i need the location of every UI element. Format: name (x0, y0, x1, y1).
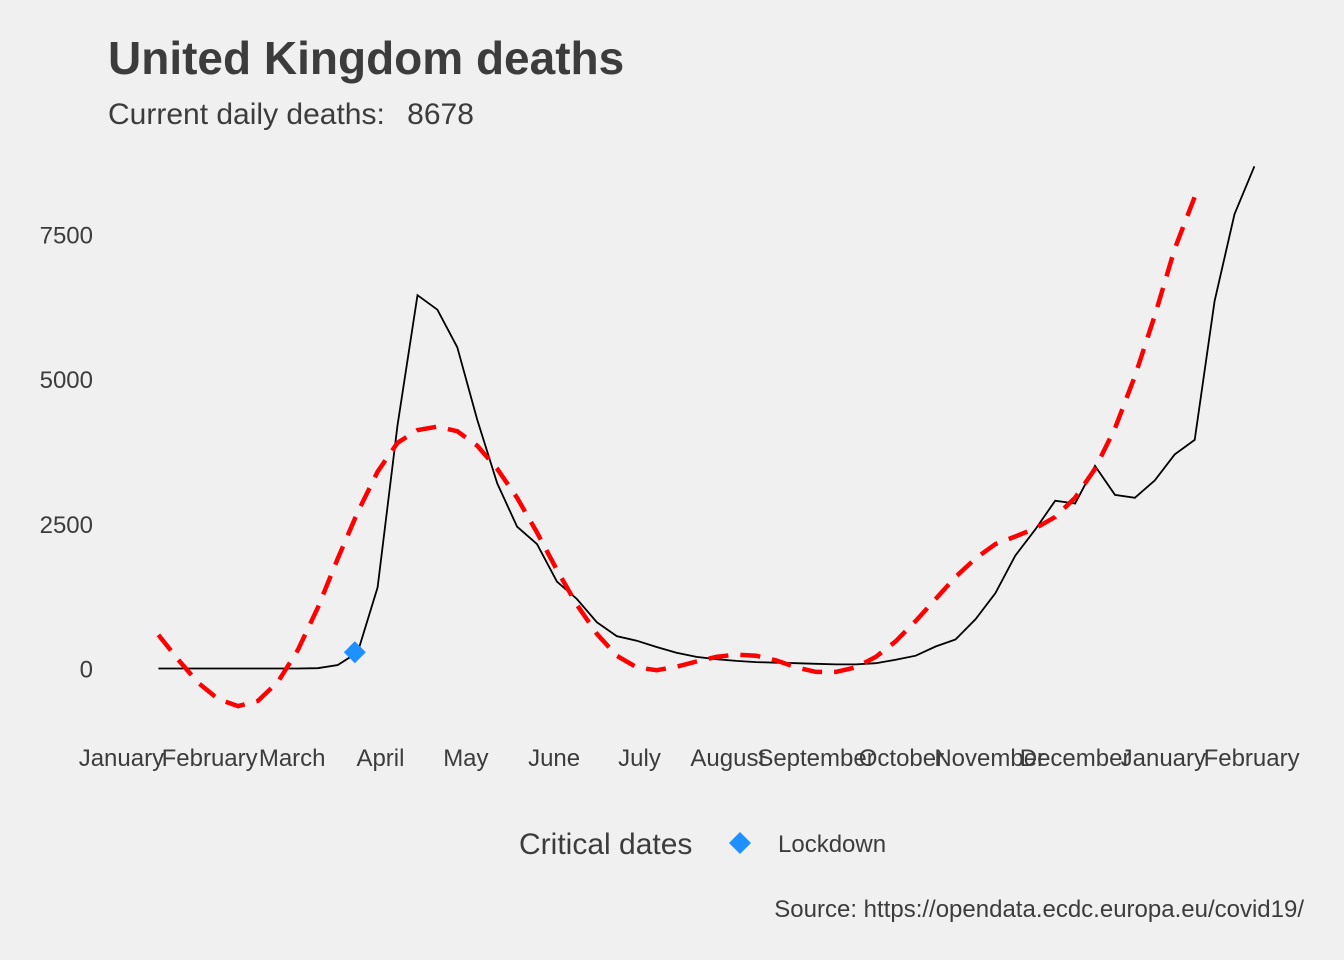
legend-title: Critical dates (519, 828, 692, 861)
x-tick-label: December (1020, 745, 1131, 772)
chart-caption: Source: https://opendata.ecdc.europa.eu/… (774, 896, 1304, 923)
x-tick-label: November (934, 745, 1045, 772)
legend-item-label: Lockdown (778, 831, 886, 858)
x-tick-label: May (443, 745, 488, 772)
x-tick-label: February (1204, 745, 1300, 772)
x-tick-label: March (259, 745, 326, 772)
legend-diamond-icon (729, 832, 751, 854)
x-tick-label: June (528, 745, 580, 772)
subtitle-value: 8678 (407, 98, 474, 131)
trend-line-dashed (156, 196, 1197, 709)
y-axis-tick-labels: 0 2500 5000 7500 (40, 222, 93, 683)
x-tick-label: January (79, 745, 164, 772)
subtitle-label: Current daily deaths: (108, 98, 385, 131)
x-tick-label: July (618, 745, 661, 772)
x-tick-label: August (690, 745, 765, 772)
y-tick-label: 7500 (40, 222, 93, 249)
series-layer (156, 165, 1256, 709)
x-tick-label: February (162, 745, 258, 772)
marker-layer (343, 641, 366, 664)
chart-subtitle: Current daily deaths: 8678 (108, 98, 474, 131)
x-tick-label: January (1121, 745, 1206, 772)
chart-title: United Kingdom deaths (108, 32, 624, 84)
y-tick-label: 2500 (40, 512, 93, 539)
y-tick-label: 0 (80, 656, 93, 683)
y-tick-label: 5000 (40, 367, 93, 394)
x-tick-label: September (757, 745, 874, 772)
lockdown-marker (343, 641, 366, 664)
legend: Critical dates Lockdown (519, 828, 886, 861)
x-tick-label: April (356, 745, 404, 772)
x-tick-label: October (859, 745, 944, 772)
